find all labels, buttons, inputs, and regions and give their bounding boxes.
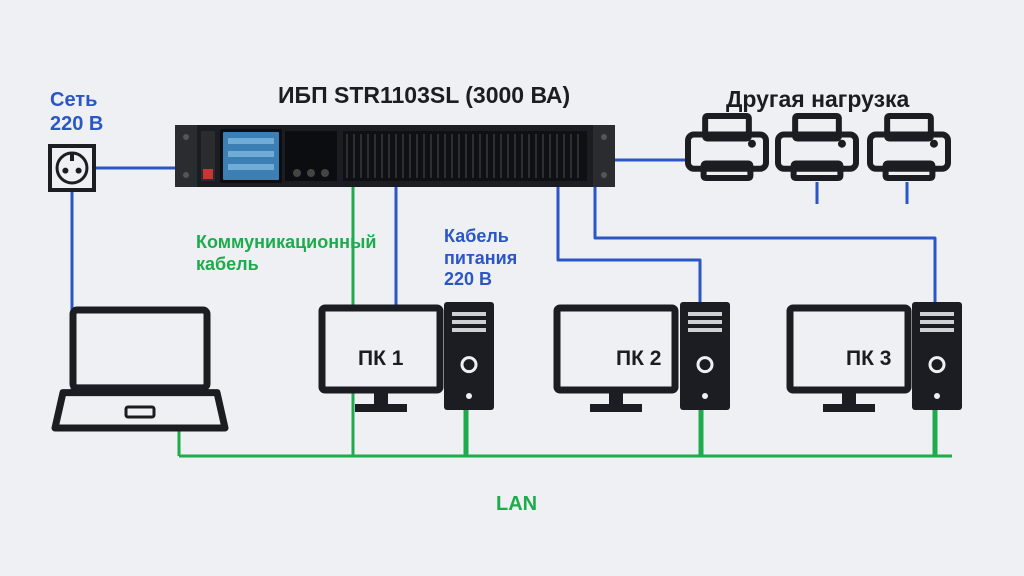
label-mains: Сеть 220 В	[50, 88, 103, 136]
printer-icon-1	[688, 116, 766, 178]
label-ups: ИБП STR1103SL (3000 ВА)	[278, 82, 570, 110]
printer-icon-3	[870, 116, 948, 178]
label-comm: Коммуникационный кабель	[196, 232, 376, 275]
label-pc3: ПК 3	[846, 346, 891, 371]
label-pc1: ПК 1	[358, 346, 403, 371]
wall-outlet-icon	[50, 146, 94, 190]
printers-group	[688, 116, 948, 178]
laptop-icon	[55, 310, 225, 428]
label-other_load: Другая нагрузка	[726, 86, 909, 114]
label-pwr_cable: Кабель питания 220 В	[444, 226, 517, 291]
label-lan: LAN	[496, 492, 537, 516]
label-pc2: ПК 2	[616, 346, 661, 371]
pc1-icon	[322, 302, 494, 412]
ups-device-icon	[175, 125, 615, 187]
printer-icon-2	[778, 116, 856, 178]
